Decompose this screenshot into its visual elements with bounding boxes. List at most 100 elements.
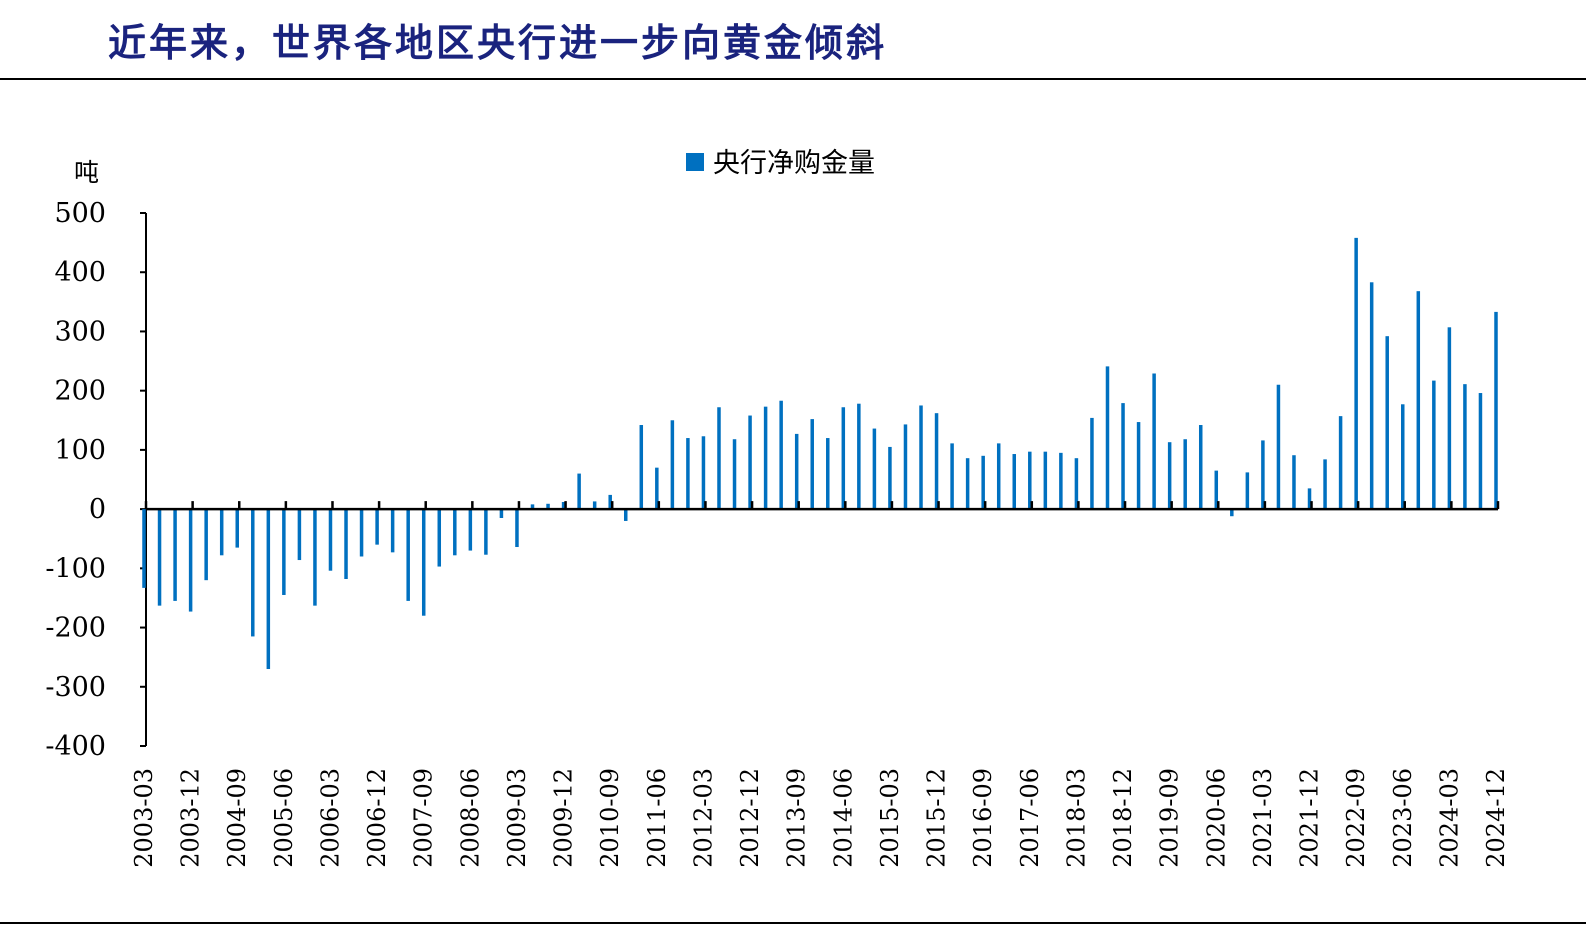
y-tick-label: -300: [45, 672, 106, 703]
bar: [608, 494, 612, 510]
bar: [142, 509, 146, 588]
bar: [872, 428, 877, 510]
x-tick-label: 2006-03: [316, 768, 344, 868]
legend: 央行净购金量: [686, 148, 875, 179]
x-tick-label: 2019-09: [1156, 768, 1184, 868]
bar: [1043, 451, 1048, 510]
bar: [1059, 452, 1063, 510]
legend-label: 央行净购金量: [713, 148, 875, 179]
x-tick-label: 2012-03: [689, 768, 717, 868]
bar: [530, 504, 535, 510]
x-tick-label: 2011-06: [643, 768, 671, 868]
bar: [1276, 384, 1281, 510]
bars: [142, 237, 1498, 670]
legend-swatch: [686, 153, 704, 171]
bar: [219, 509, 224, 556]
bar: [701, 436, 706, 510]
bar: [1494, 311, 1498, 510]
x-tick-label: 2005-06: [270, 768, 298, 868]
bar: [1230, 509, 1234, 517]
bar: [623, 509, 628, 521]
bar: [1136, 422, 1141, 510]
y-tick-label: 300: [54, 316, 106, 347]
y-tick-label: 500: [54, 198, 106, 229]
bar: [282, 509, 286, 595]
bar: [1090, 417, 1094, 510]
bar: [732, 439, 737, 510]
bar: [1012, 454, 1017, 510]
bar: [1121, 403, 1125, 510]
bar: [484, 509, 488, 555]
bar: [1074, 458, 1079, 510]
x-tick-label: 2024-03: [1435, 768, 1463, 868]
x-tick-label: 2009-03: [503, 768, 531, 868]
bar: [390, 509, 395, 553]
x-tick-label: 2009-12: [550, 768, 578, 868]
bar: [421, 509, 426, 616]
bar: [1401, 404, 1405, 510]
bar: [1261, 440, 1265, 510]
x-tick-label: 2023-06: [1389, 768, 1417, 868]
x-tick-label: 2024-12: [1482, 768, 1510, 868]
bar: [297, 509, 302, 561]
bar: [763, 406, 768, 510]
bar: [313, 509, 317, 606]
bar: [1028, 451, 1032, 510]
x-tick-label: 2003-12: [177, 768, 205, 868]
bar: [779, 400, 783, 510]
bar: [748, 415, 752, 510]
bar: [1354, 237, 1358, 510]
bar: [1214, 470, 1219, 510]
bar: [1183, 439, 1187, 510]
y-tick-label: -400: [45, 731, 106, 762]
x-tick-label: 2015-12: [923, 768, 951, 868]
bar: [903, 424, 908, 510]
bar: [934, 413, 939, 510]
bar: [453, 509, 457, 556]
x-tick-label: 2020-06: [1202, 768, 1230, 868]
bar: [1292, 455, 1296, 510]
x-tick-label: 2004-09: [223, 768, 251, 868]
bar: [437, 509, 442, 567]
bar: [1245, 472, 1250, 510]
bar: [826, 438, 830, 510]
bar: [1432, 380, 1436, 510]
y-tick-label: 400: [54, 257, 106, 288]
bar: [1478, 393, 1483, 510]
bar: [188, 509, 193, 612]
title-divider: [0, 78, 1586, 80]
bar: [857, 403, 861, 510]
bar: [375, 509, 379, 545]
bar: [1198, 425, 1203, 510]
bar: [919, 405, 923, 510]
y-tick-label: 0: [89, 494, 106, 525]
bar: [670, 420, 675, 510]
y-tick-label: 100: [54, 435, 106, 466]
x-tick-label: 2015-03: [876, 768, 904, 868]
bar: [344, 509, 348, 579]
y-tick-label: 200: [54, 376, 106, 407]
bar: [1338, 416, 1343, 510]
bar: [717, 407, 721, 510]
x-tick-label: 2018-03: [1062, 768, 1090, 868]
x-tick-label: 2006-12: [363, 768, 391, 868]
x-tick-label: 2016-09: [969, 768, 997, 868]
bar: [515, 509, 519, 548]
bar: [359, 509, 364, 557]
x-tick-label: 2021-03: [1249, 768, 1277, 868]
bar: [639, 425, 644, 510]
bar: [1152, 373, 1156, 510]
page-title: 近年来，世界各地区央行进一步向黄金倾斜: [108, 21, 888, 65]
y-axis: 500 400 300 200 100 0 -100 -200 -300 -400: [45, 198, 147, 762]
x-tick-label: 2008-06: [456, 768, 484, 868]
bar: [561, 502, 566, 510]
x-tick-label: 2018-12: [1109, 768, 1137, 868]
x-tick-label: 2017-06: [1016, 768, 1044, 868]
bar: [266, 509, 271, 670]
x-tick-label: 2013-09: [783, 768, 811, 868]
bar: [1105, 366, 1110, 510]
footer-divider: [0, 922, 1586, 924]
bar: [794, 433, 799, 510]
bar: [686, 438, 690, 510]
bar: [157, 509, 162, 606]
